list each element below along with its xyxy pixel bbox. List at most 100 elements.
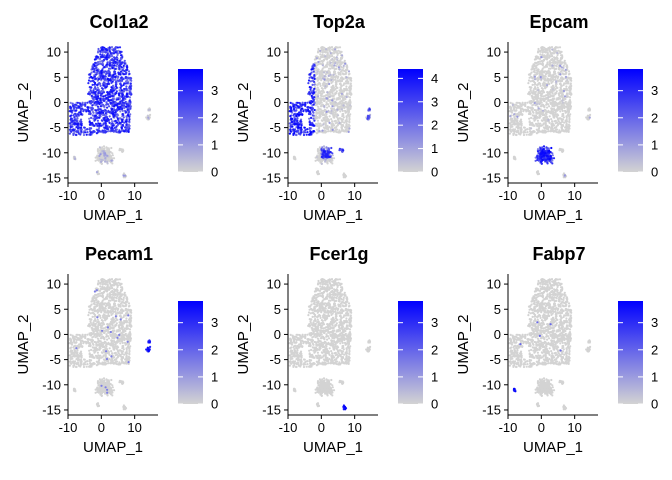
cell-point [551, 120, 554, 123]
cell-point [543, 108, 547, 111]
cell-point [337, 73, 340, 76]
cell-point [556, 58, 559, 61]
cell-point [309, 123, 312, 126]
cell-point [553, 129, 557, 132]
cell-point [118, 79, 121, 82]
cell-point [560, 56, 563, 59]
cell-point [327, 118, 330, 121]
cell-point [335, 56, 338, 59]
cell-point [536, 119, 539, 122]
cell-point [331, 120, 334, 123]
cell-point [565, 130, 569, 133]
cell-point [322, 123, 325, 126]
cell-point [563, 73, 566, 76]
cell-point [566, 125, 569, 128]
cell-point [535, 110, 538, 113]
cell-point [568, 99, 571, 102]
cell-point [348, 99, 351, 102]
cell-point [110, 86, 113, 89]
cell-point [129, 107, 132, 110]
cell-point [334, 101, 337, 104]
cell-point [95, 64, 98, 67]
cell-point [347, 70, 351, 73]
cell-point [541, 62, 545, 66]
cell-point [111, 66, 114, 70]
cell-point [324, 155, 327, 158]
cell-point [93, 96, 96, 99]
cell-point [342, 104, 345, 107]
cell-point [100, 162, 103, 165]
cell-point [110, 99, 113, 102]
cell-point [76, 117, 79, 120]
cell-point [350, 77, 353, 80]
cell-point [95, 155, 98, 159]
cell-point [554, 48, 557, 51]
cell-point [569, 113, 572, 116]
cell-point [301, 101, 304, 104]
cell-point [306, 131, 309, 134]
cell-point [74, 133, 78, 136]
cell-point [121, 101, 124, 104]
cell-point [112, 157, 116, 160]
legend-tick-label: 4 [431, 71, 438, 86]
cell-point [124, 80, 128, 83]
cell-point [520, 131, 523, 134]
cell-point [110, 108, 113, 111]
cell-point [334, 46, 338, 49]
cell-point [561, 94, 564, 97]
cell-point [342, 129, 345, 132]
cell-point [531, 95, 534, 98]
cell-point [326, 153, 329, 156]
cell-point [110, 46, 114, 49]
cell-point [93, 91, 96, 94]
cell-point [149, 113, 152, 116]
cell-point [117, 75, 120, 78]
cell-point [118, 121, 121, 125]
cell-point [531, 97, 535, 100]
cell-point [307, 79, 311, 82]
cell-point [537, 77, 541, 81]
cell-point [558, 121, 561, 125]
cell-point [548, 125, 551, 129]
cell-point [301, 113, 304, 116]
cell-point [588, 107, 591, 110]
cell-point [515, 119, 518, 123]
cell-point [517, 106, 520, 109]
cell-point [121, 94, 124, 97]
cell-point [106, 160, 109, 163]
cell-point [330, 76, 333, 79]
cell-point [124, 120, 128, 123]
cell-point [120, 76, 123, 79]
cell-point [91, 83, 94, 86]
cell-point [75, 130, 78, 133]
cell-point [106, 82, 109, 86]
cell-point [83, 126, 86, 129]
cell-point [295, 115, 298, 118]
cell-point [93, 75, 96, 78]
cell-point [531, 83, 534, 86]
cell-point [569, 82, 572, 85]
cell-point [128, 85, 131, 88]
cell-point [541, 103, 544, 106]
cell-point [99, 153, 102, 156]
cell-point [325, 116, 329, 119]
cell-point [342, 149, 345, 152]
cell-point [80, 120, 83, 123]
cell-point [327, 74, 330, 77]
cell-point [112, 61, 115, 65]
cell-point [310, 68, 313, 71]
cell-point [86, 131, 89, 134]
cell-point [100, 160, 103, 163]
cell-point [90, 127, 93, 130]
cell-point [540, 95, 543, 98]
cell-point [125, 85, 128, 88]
cell-point [528, 117, 531, 120]
cell-point [328, 115, 331, 118]
cell-point [526, 128, 529, 131]
cell-point [307, 108, 310, 111]
cell-point [104, 109, 107, 112]
cell-point [106, 152, 109, 155]
cell-point [315, 155, 318, 159]
cell-point [292, 105, 295, 108]
cell-point [561, 115, 564, 118]
